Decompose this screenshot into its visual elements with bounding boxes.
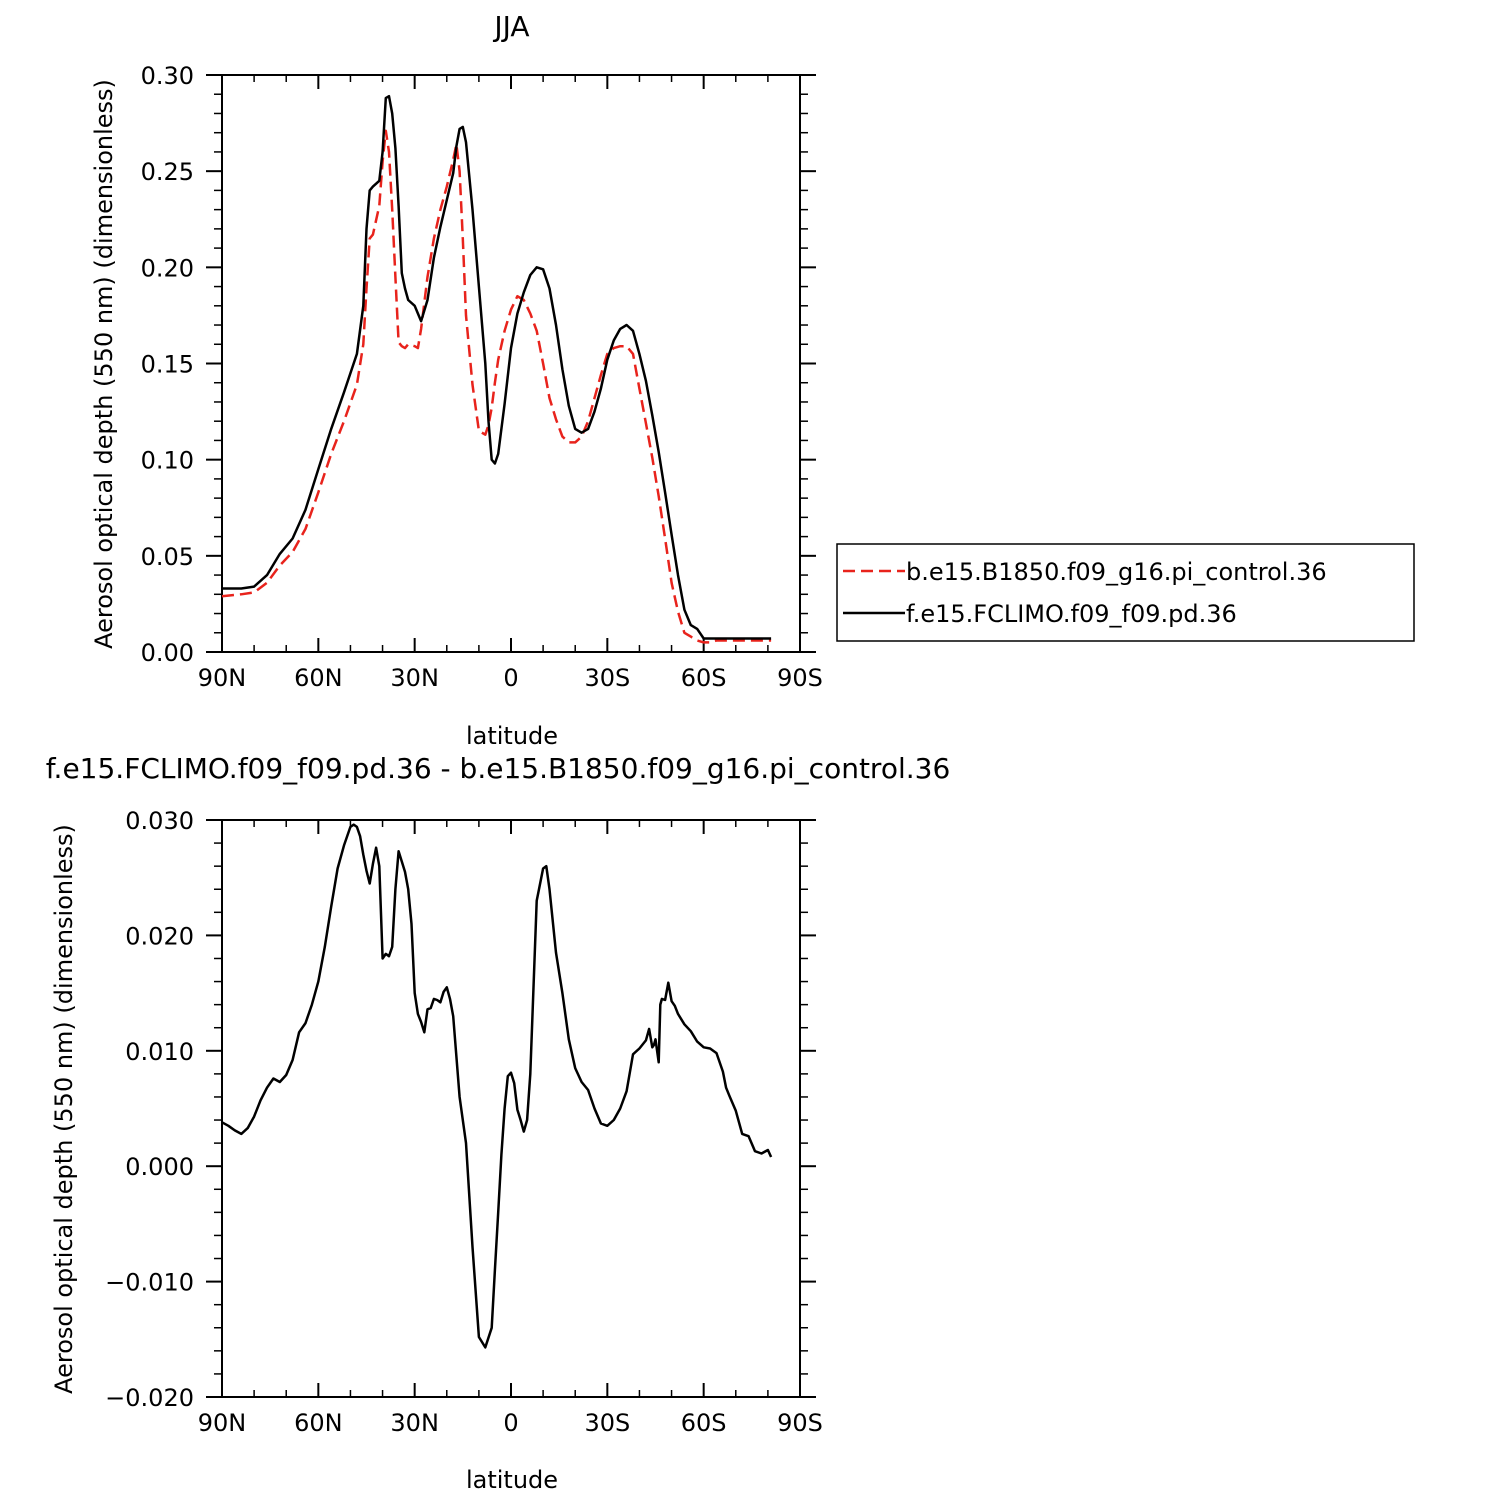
- top-chart-title: JJA: [492, 10, 529, 43]
- series-line-1: [222, 94, 772, 640]
- bottom-y-axis-label: Aerosol optical depth (550 nm) (dimensio…: [50, 824, 78, 1394]
- top-y-axis-label: Aerosol optical depth (550 nm) (dimensio…: [90, 79, 118, 649]
- legend-label-0: b.e15.B1850.f09_g16.pi_control.36: [906, 558, 1327, 586]
- top-chart-plot: 90N 60N 30N 0 30S 60S 90S 0.00 0.05 0.10 0.15 0.20 0…: [141, 62, 823, 692]
- y-tick-label: −0.010: [105, 1269, 194, 1297]
- y-tick-label: 0.000: [125, 1153, 194, 1181]
- y-tick-label: 0.15: [141, 351, 194, 379]
- y-tick-label: 0.25: [141, 158, 194, 186]
- y-tick-label: 0.030: [125, 807, 194, 835]
- y-tick-label: 0.020: [125, 922, 194, 950]
- series-line-0: [221, 823, 773, 1349]
- x-tick-label: 90S: [777, 664, 823, 692]
- series-line-0: [221, 129, 772, 644]
- x-tick-label: 60S: [681, 1409, 727, 1437]
- x-tick-label: 60N: [294, 664, 343, 692]
- x-tick-label: 30S: [584, 1409, 630, 1437]
- x-tick-label: 30N: [390, 664, 439, 692]
- y-tick-label: 0.05: [141, 543, 194, 571]
- x-tick-label: 60S: [681, 664, 727, 692]
- x-tick-label: 90S: [777, 1409, 823, 1437]
- x-tick-label: 30S: [584, 664, 630, 692]
- y-tick-label: 0.20: [141, 254, 194, 282]
- x-tick-label: 90N: [198, 664, 247, 692]
- y-tick-label: 0.30: [141, 62, 194, 90]
- top-x-axis-label: latitude: [466, 722, 558, 750]
- y-tick-label: 0.00: [141, 639, 194, 667]
- y-tick-label: 0.10: [141, 447, 194, 475]
- x-tick-label: 90N: [198, 1409, 247, 1437]
- bottom-chart-plot: 90N 60N 30N 0 30S 60S 90S −0.020 −0.010 0.000 0.01…: [105, 807, 823, 1437]
- x-tick-label: 60N: [294, 1409, 343, 1437]
- legend: b.e15.B1850.f09_g16.pi_control.36 f.e15.…: [836, 543, 1415, 642]
- bottom-chart-title: f.e15.FCLIMO.f09_f09.pd.36 - b.e15.B1850…: [46, 752, 951, 785]
- y-tick-label: −0.020: [105, 1384, 194, 1412]
- legend-label-1: f.e15.FCLIMO.f09_f09.pd.36: [906, 600, 1237, 628]
- x-tick-label: 0: [503, 664, 518, 692]
- legend-box: [836, 543, 1415, 642]
- x-tick-label: 30N: [390, 1409, 439, 1437]
- y-tick-label: 0.010: [125, 1038, 194, 1066]
- x-tick-label: 0: [503, 1409, 518, 1437]
- bottom-x-axis-label: latitude: [466, 1466, 558, 1494]
